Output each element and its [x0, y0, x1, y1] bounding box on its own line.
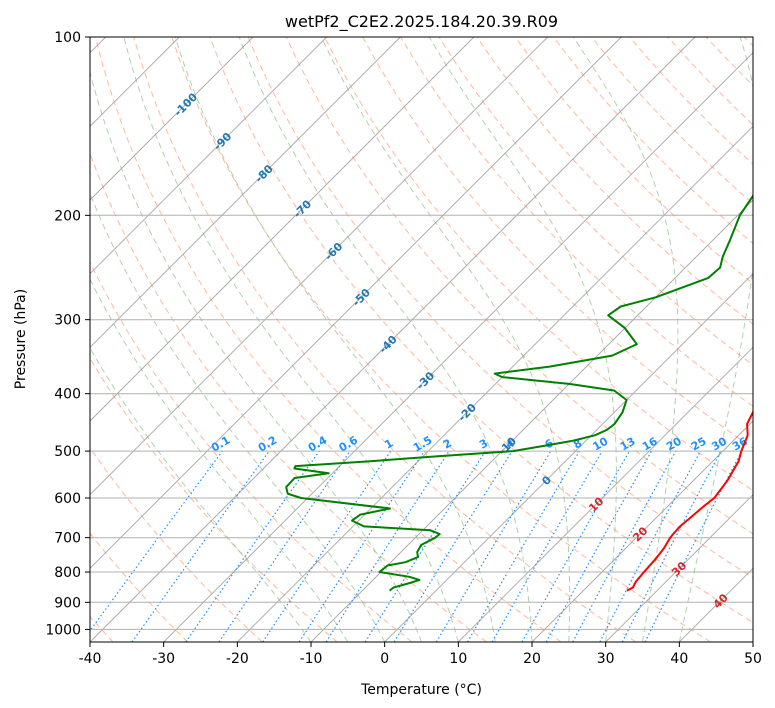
dry-adiabat: [438, 37, 753, 366]
chart-title: wetPf2_C2E2.2025.184.20.39.R09: [285, 12, 558, 32]
isotherm-label: -70: [291, 197, 314, 220]
moist-adiabat: [90, 70, 422, 642]
axis-ticks: -40 -30 -20 -10 0 10 20 30 40 5010009008007006005…: [45, 30, 762, 667]
mixing-ratio-line: [325, 450, 450, 642]
x-axis-label: Temperature (°C): [360, 682, 482, 698]
mixing-ratio-line: [644, 450, 743, 642]
dry-adiabat: [209, 37, 753, 623]
mixing-ratio-line: [393, 450, 513, 642]
y-tick-label: 800: [54, 565, 81, 581]
moist-adiabat: [174, 37, 496, 642]
x-tick-label: -20: [226, 651, 249, 667]
y-tick-label: 200: [54, 208, 81, 224]
x-tick-label: 30: [597, 651, 615, 667]
y-tick-label: 600: [54, 491, 81, 507]
dry-adiabat: [667, 37, 753, 126]
mixing-ratio-line: [466, 450, 580, 642]
dry-adiabat: [171, 37, 711, 642]
isotherm: [90, 37, 328, 275]
mixing-ratio-line: [621, 450, 722, 642]
isotherm: [90, 37, 696, 642]
isotherm: [90, 37, 549, 496]
mixing-ratio-line: [298, 450, 425, 642]
dry-adiabat: [514, 37, 753, 285]
x-tick-label: -10: [300, 651, 323, 667]
mixing-ratio-line: [364, 450, 486, 642]
y-tick-label: 400: [54, 387, 81, 403]
y-tick-label: 500: [54, 444, 81, 460]
dry-adiabat: [552, 37, 753, 245]
dewpoint-profile: [285, 194, 753, 592]
x-tick-label: -30: [152, 651, 175, 667]
mixing-ratio-line: [90, 450, 223, 632]
y-tick-label: 100: [54, 30, 81, 46]
isotherm: [384, 272, 753, 642]
mixing-ratio-line: [572, 450, 677, 642]
x-tick-label: 20: [523, 651, 541, 667]
mixing-ratio-line: [131, 450, 270, 642]
y-tick-label: 1000: [45, 622, 81, 638]
temperature-profile: [626, 410, 753, 592]
mixing-ratio-label: 1: [382, 437, 395, 452]
x-tick-label: 0: [380, 651, 389, 667]
y-axis-label: Pressure (hPa): [13, 289, 29, 389]
isotherm: [678, 567, 753, 642]
dry-adiabat: [705, 37, 753, 87]
x-tick-label: 10: [449, 651, 467, 667]
isotherm-label: -100: [172, 90, 201, 119]
moist-adiabat: [428, 37, 617, 642]
isotherm: [605, 493, 753, 642]
dry-adiabat: [285, 37, 753, 535]
moist-adiabat: [90, 347, 312, 642]
isotherm: [236, 125, 753, 642]
mixing-ratio-line: [599, 450, 702, 642]
moist-adiabat: [90, 192, 386, 642]
mixing-ratio-line: [521, 450, 631, 642]
isotherm-label: -50: [350, 286, 373, 309]
dry-adiabat: [247, 37, 753, 579]
moist-adiabat: [572, 37, 679, 642]
y-tick-label: 700: [54, 531, 81, 547]
isotherm: [531, 420, 753, 642]
x-tick-label: -40: [79, 651, 102, 667]
y-tick-label: 300: [54, 313, 81, 329]
dry-adiabat: [591, 37, 753, 205]
dry-adiabat: [90, 261, 413, 642]
x-tick-label: 40: [670, 651, 688, 667]
isotherm: [90, 37, 475, 422]
plot-frame: [89, 36, 754, 643]
mixing-ratio-label: 2: [441, 437, 454, 452]
isotherm: [90, 37, 622, 570]
moist-adiabat: [320, 37, 571, 642]
mixing-ratio-line: [545, 450, 653, 642]
mixing-ratio-line: [218, 450, 351, 642]
isotherm: [457, 346, 753, 642]
moist-adiabat: [90, 278, 349, 642]
mixing-ratio-line: [262, 450, 392, 642]
dry-adiabat: [95, 37, 562, 642]
isotherm: [90, 37, 401, 349]
isotherm: [752, 641, 753, 642]
y-tick-label: 900: [54, 595, 81, 611]
moist-adiabat: [238, 37, 533, 642]
dry-adiabat: [90, 357, 338, 642]
isotherm: [310, 199, 753, 642]
moist-adiabat: [123, 37, 459, 642]
mixing-ratio-line: [435, 450, 552, 642]
dry-adiabat: [743, 37, 753, 47]
isotherm: [163, 51, 753, 642]
dry-adiabat: [90, 152, 487, 642]
plot-area: 0.1 0.2 0.4 0.6 1 1.5 2 3 4 6 8 10 13 16 20 25 30 36-100-…: [90, 37, 753, 642]
x-tick-label: 50: [744, 651, 762, 667]
mixing-ratio-line: [185, 450, 320, 642]
dry-adiabat: [90, 446, 263, 642]
dry-adiabat: [323, 37, 753, 492]
moist-adiabat: [678, 37, 753, 642]
isotherm: [90, 37, 254, 201]
